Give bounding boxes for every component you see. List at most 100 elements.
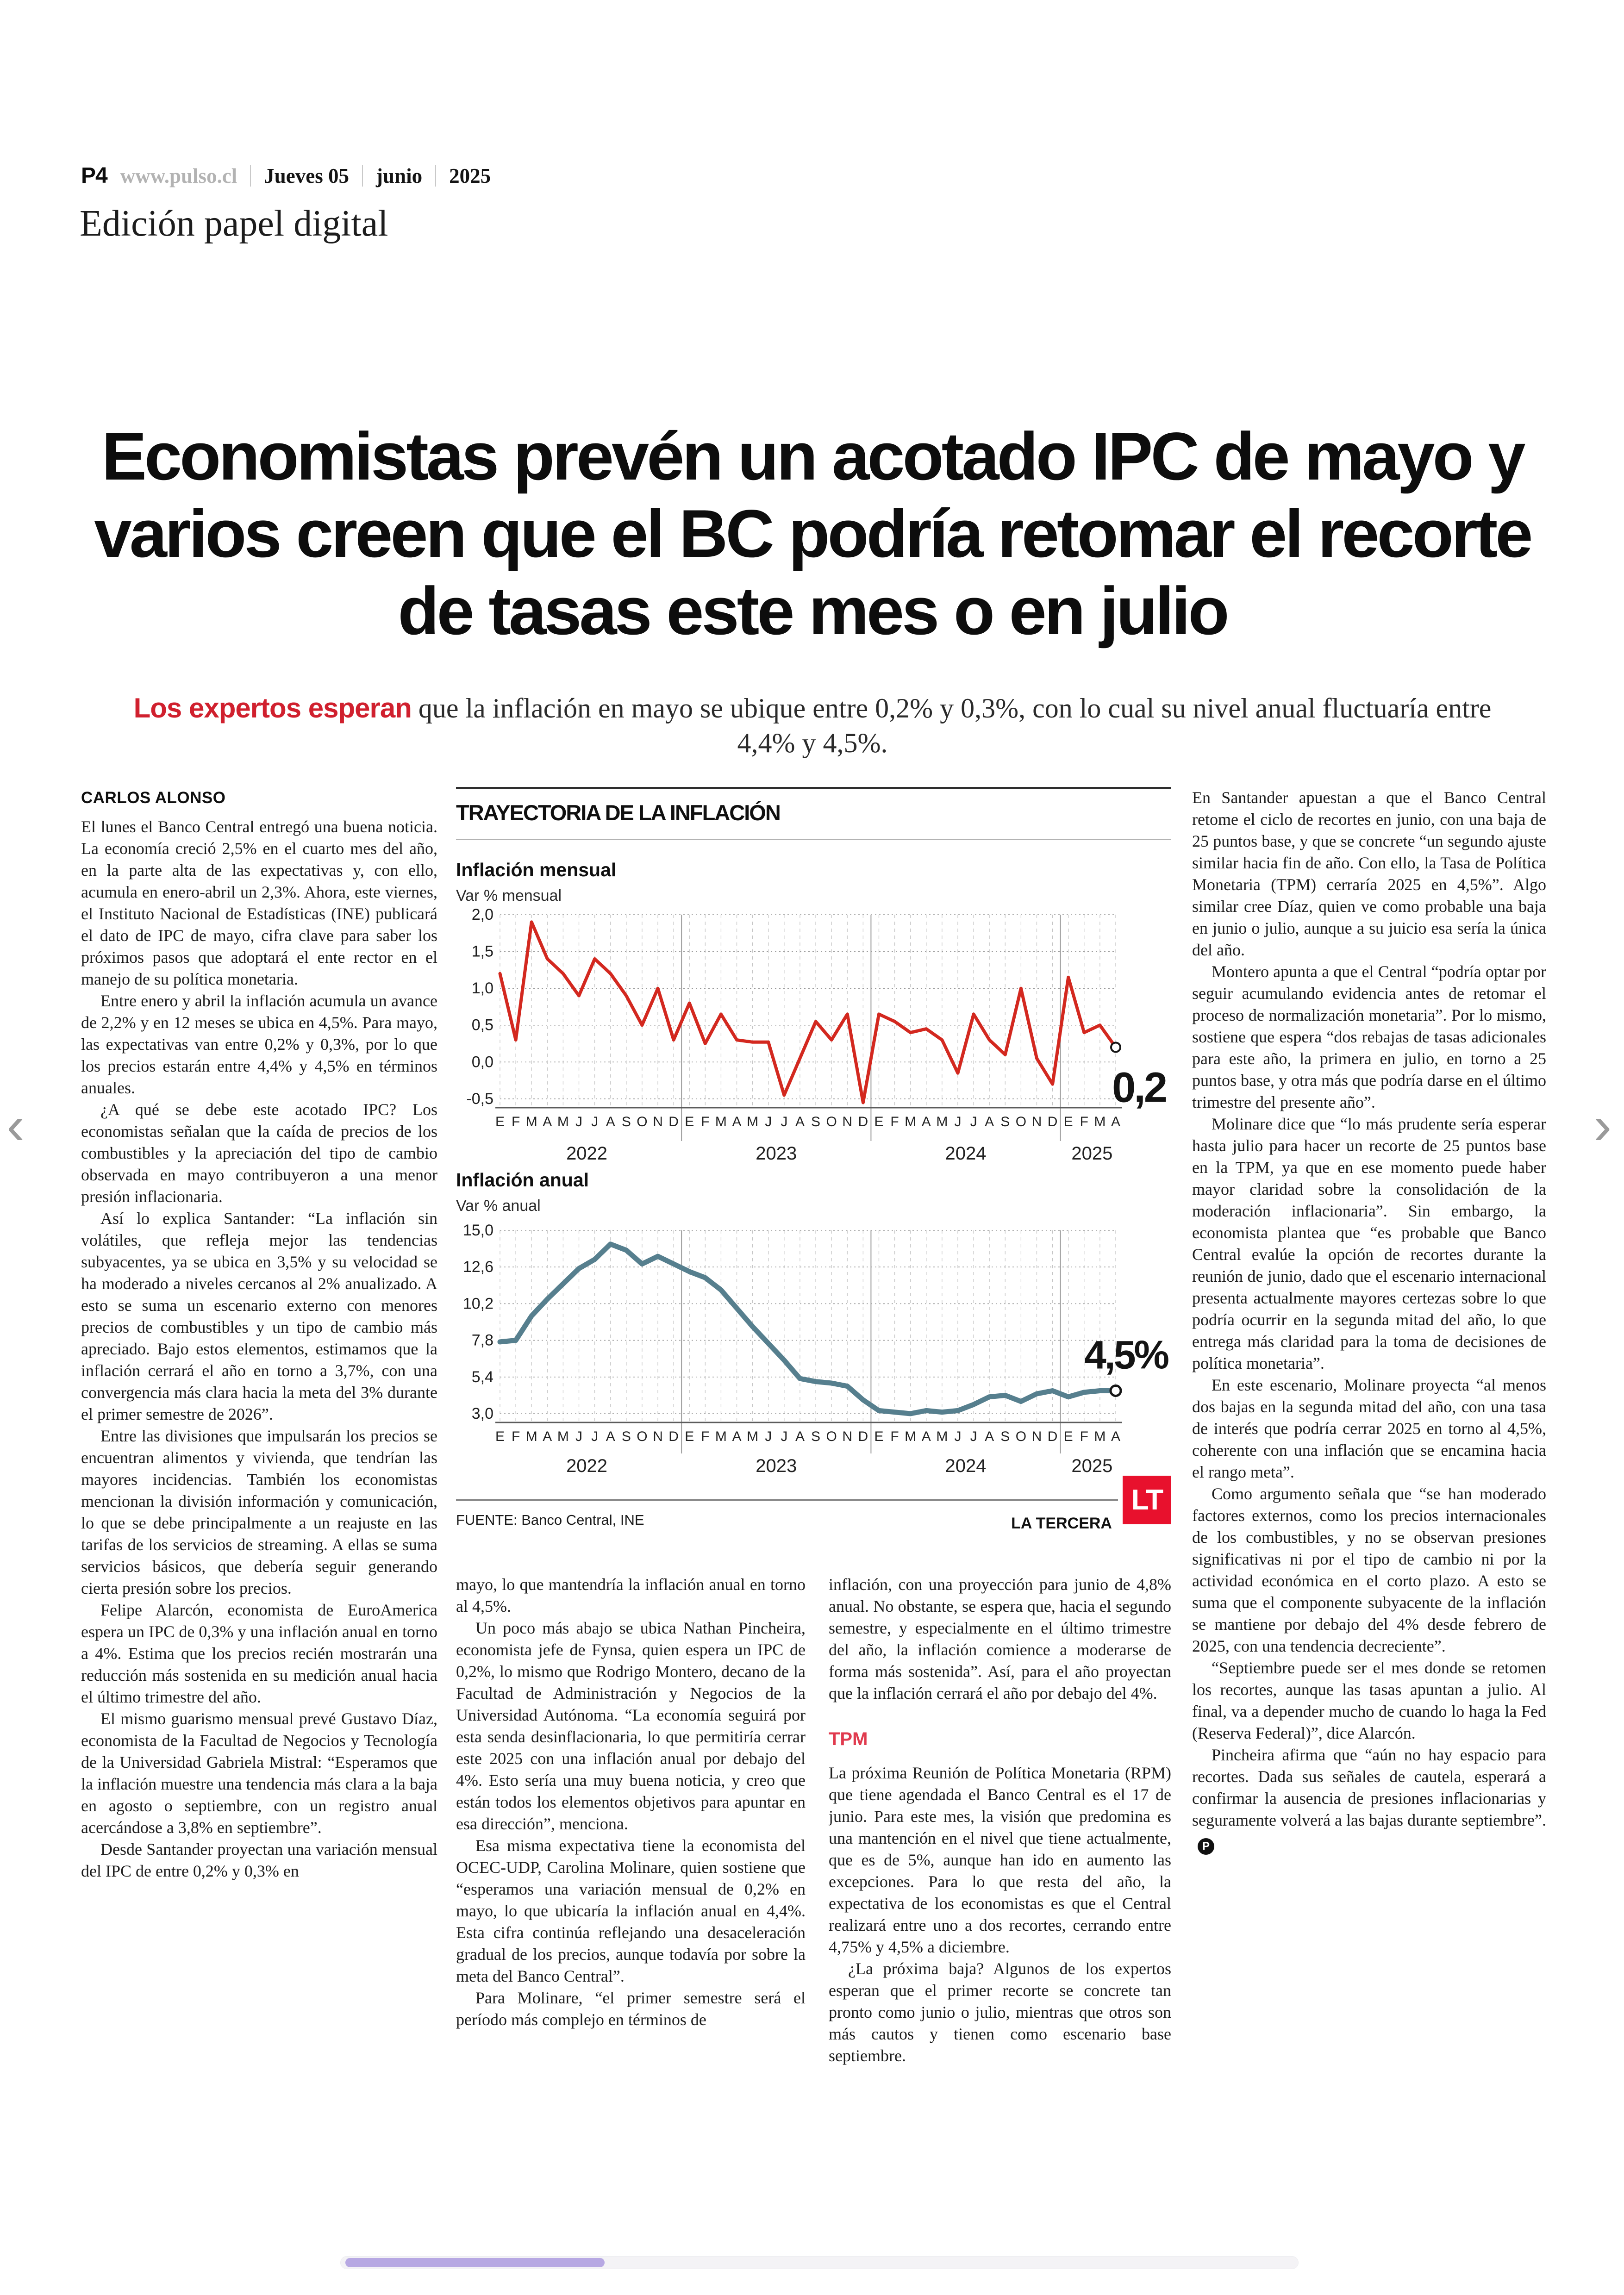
svg-text:M: M — [526, 1114, 537, 1129]
svg-text:J: J — [591, 1429, 598, 1444]
paragraph: Desde Santander proyectan una variación … — [81, 1840, 437, 1880]
svg-text:D: D — [858, 1429, 868, 1444]
paragraph: Entre las divisiones que impulsarán los … — [81, 1427, 437, 1597]
lead-highlight: Los expertos esperan — [133, 692, 412, 723]
lead-text: que la inflación en mayo se ubique entre… — [411, 693, 1492, 758]
paragraph: El mismo guarismo mensual prevé Gustavo … — [81, 1709, 437, 1837]
svg-text:J: J — [591, 1114, 598, 1129]
paragraph: La próxima Reunión de Política Monetaria… — [829, 1764, 1171, 1956]
svg-text:S: S — [622, 1429, 631, 1444]
tpm-subhead: TPM — [829, 1729, 868, 1749]
date-year: 2025 — [449, 164, 491, 187]
svg-text:A: A — [732, 1114, 742, 1129]
svg-text:0,5: 0,5 — [472, 1017, 493, 1034]
svg-text:A: A — [922, 1429, 931, 1444]
monthly-inflation-chart: 2,01,51,00,50,0-0,5E F M A M J J A S O N D E F M A M J J A S… — [466, 906, 1168, 1163]
svg-text:J: J — [575, 1429, 582, 1444]
svg-text:A: A — [795, 1114, 805, 1129]
svg-text:J: J — [954, 1429, 961, 1444]
page-number: P4 — [81, 163, 108, 188]
svg-text:E: E — [1064, 1114, 1073, 1129]
scrollbar-thumb[interactable] — [345, 2258, 605, 2267]
svg-text:M: M — [936, 1429, 948, 1444]
svg-text:J: J — [781, 1429, 787, 1444]
svg-text:E: E — [874, 1429, 883, 1444]
svg-text:F: F — [890, 1114, 899, 1129]
svg-text:O: O — [637, 1429, 647, 1444]
paragraph: Montero apunta a que el Central “podría … — [1192, 962, 1546, 1111]
paragraph: Un poco más abajo se ubica Nathan Pinche… — [456, 1619, 806, 1833]
svg-text:J: J — [970, 1429, 977, 1444]
svg-text:F: F — [1080, 1429, 1088, 1444]
svg-text:F: F — [890, 1429, 899, 1444]
svg-text:D: D — [668, 1429, 679, 1444]
svg-text:A: A — [732, 1429, 742, 1444]
svg-text:2022: 2022 — [566, 1456, 607, 1476]
column-1-paragraphs: El lunes el Banco Central entregó una bu… — [81, 816, 437, 1882]
chevron-right-icon[interactable]: › — [1593, 1095, 1612, 1156]
svg-text:M: M — [936, 1114, 948, 1129]
svg-text:1,5: 1,5 — [472, 943, 493, 960]
infographic-top-rule — [456, 787, 1171, 789]
paragraph: En este escenario, Molinare proyecta “al… — [1192, 1376, 1546, 1481]
monthly-chart-title: Inflación mensual — [456, 859, 617, 880]
svg-text:A: A — [543, 1114, 552, 1129]
svg-text:12,6: 12,6 — [463, 1258, 493, 1276]
svg-text:O: O — [637, 1114, 647, 1129]
paragraph: Para Molinare, “el primer semestre será … — [456, 1989, 806, 2029]
svg-text:M: M — [905, 1429, 916, 1444]
svg-text:E: E — [1064, 1429, 1073, 1444]
paragraph: “Septiembre puede ser el mes donde se re… — [1192, 1659, 1546, 1742]
svg-text:N: N — [1032, 1114, 1042, 1129]
svg-text:M: M — [747, 1429, 758, 1444]
svg-text:M: M — [557, 1429, 569, 1444]
horizontal-scrollbar[interactable] — [340, 2256, 1299, 2269]
svg-text:J: J — [575, 1114, 582, 1129]
article-column-1: CARLOS ALONSO El lunes el Banco Central … — [81, 787, 437, 2213]
svg-text:M: M — [1094, 1429, 1106, 1444]
infographic-footer-rule — [456, 1499, 1118, 1501]
svg-text:F: F — [512, 1429, 520, 1444]
site-url[interactable]: www.pulso.cl — [120, 164, 237, 187]
paragraph: ¿La próxima baja? Algunos de los experto… — [829, 1959, 1171, 2065]
svg-text:N: N — [842, 1429, 852, 1444]
paragraph: Molinare dice que “lo más prudente sería… — [1192, 1115, 1546, 1372]
svg-text:A: A — [1111, 1114, 1120, 1129]
svg-text:3,0: 3,0 — [472, 1405, 493, 1422]
date-day: Jueves 05 — [264, 164, 350, 187]
paragraph: En Santander apuestan a que el Banco Cen… — [1192, 788, 1546, 959]
svg-text:0,2: 0,2 — [1112, 1064, 1166, 1111]
paragraph: Así lo explica Santander: “La inflación … — [81, 1209, 437, 1423]
svg-text:A: A — [543, 1429, 552, 1444]
chart-credit: LA TERCERA — [1011, 1515, 1112, 1532]
masthead-divider — [362, 165, 363, 187]
inflation-infographic: TRAYECTORIA DE LA INFLACIÓN Inflación me… — [456, 787, 1171, 1572]
svg-text:E: E — [495, 1114, 505, 1129]
column-3-paragraphs-bottom: La próxima Reunión de Política Monetaria… — [829, 1762, 1171, 2067]
paragraph: Esa misma expectativa tiene la economist… — [456, 1836, 806, 1985]
svg-text:2025: 2025 — [1071, 1143, 1112, 1163]
paragraph: Entre enero y abril la inflación acumula… — [81, 992, 437, 1097]
svg-text:2024: 2024 — [945, 1143, 987, 1163]
svg-text:S: S — [811, 1429, 820, 1444]
column-3-paragraphs-top: inflación, con una proyección para junio… — [829, 1574, 1171, 1704]
svg-text:S: S — [1000, 1114, 1010, 1129]
svg-text:D: D — [668, 1114, 679, 1129]
svg-text:M: M — [715, 1114, 727, 1129]
article-end-mark: P — [1198, 1838, 1214, 1855]
paragraph: Felipe Alarcón, economista de EuroAmeric… — [81, 1601, 437, 1706]
svg-text:A: A — [922, 1114, 931, 1129]
chevron-left-icon[interactable]: ‹ — [6, 1095, 25, 1156]
svg-text:M: M — [715, 1429, 727, 1444]
paragraph: mayo, lo que mantendría la inflación anu… — [456, 1575, 806, 1615]
svg-text:2023: 2023 — [756, 1456, 797, 1476]
svg-text:2,0: 2,0 — [472, 906, 493, 923]
svg-text:J: J — [970, 1114, 977, 1129]
svg-text:F: F — [701, 1429, 709, 1444]
infographic-thin-rule — [456, 839, 1171, 840]
svg-text:J: J — [765, 1429, 772, 1444]
svg-text:O: O — [826, 1114, 837, 1129]
svg-text:2023: 2023 — [756, 1143, 797, 1163]
article-column-4: En Santander apuestan a que el Banco Cen… — [1192, 787, 1546, 2213]
